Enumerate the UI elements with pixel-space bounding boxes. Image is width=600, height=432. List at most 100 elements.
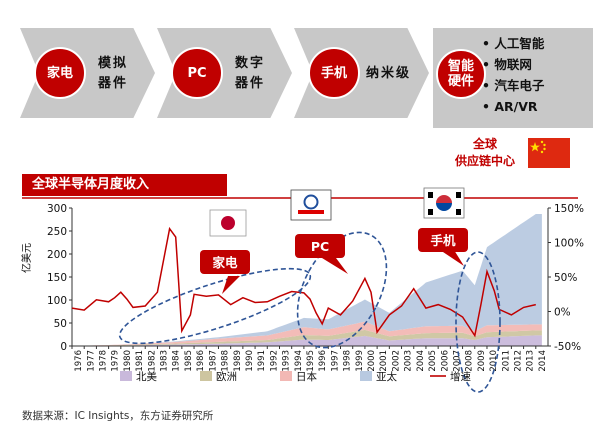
taiwan-flag-icon [290, 189, 332, 221]
legend-label: 欧洲 [216, 371, 237, 383]
korea-flag-top [436, 195, 452, 203]
x-tick-label: 1997 [330, 350, 340, 372]
y-tick-label: 300 [47, 203, 67, 215]
korea-flag-trigram [456, 209, 461, 215]
cycle-ellipse [455, 251, 501, 393]
stage-phone: 手机 纳米级 [294, 28, 429, 118]
x-tick-label: 1999 [355, 350, 365, 372]
x-tick-label: 1990 [245, 350, 255, 372]
korea-flag-bottom [436, 203, 452, 211]
korea-flag-trigram [428, 192, 433, 198]
cycle-ellipse [118, 267, 312, 345]
stage-text-line: 纳米级 [366, 66, 412, 81]
x-tick-label: 2002 [391, 350, 401, 372]
stage-text-phone: 纳米级 [366, 64, 411, 84]
cycle-ellipse [296, 231, 388, 349]
x-tick-label: 1982 [147, 350, 157, 372]
callout-pointer [440, 250, 464, 266]
x-tick-label: 1993 [282, 350, 292, 372]
korea-flag-trigram [428, 209, 433, 215]
x-tick-label: 1986 [196, 350, 206, 372]
y2-tick-label: 150% [554, 203, 584, 215]
x-tick-label: 2009 [477, 350, 487, 372]
x-tick-label: 1987 [208, 350, 218, 372]
callout-pc-box [295, 234, 345, 258]
x-tick-label: 1981 [135, 350, 145, 372]
taiwan-flag-emblem [303, 194, 319, 210]
chart-title: 全球半导体月度收入 [22, 174, 227, 196]
x-tick-label: 2007 [452, 350, 462, 372]
callout-appliance: 家电 [200, 250, 250, 274]
x-tick-label: 2012 [513, 350, 523, 372]
x-tick-label: 1995 [306, 350, 316, 372]
legend-label: 日本 [296, 370, 317, 383]
y2-tick-label: 100% [554, 238, 584, 250]
area-series-1 [72, 329, 542, 346]
x-tick-label: 2011 [501, 350, 511, 372]
x-tick-label: 2001 [379, 350, 389, 372]
legend-swatch [360, 371, 372, 381]
growth-line-group [71, 226, 536, 338]
y-tick-label: 150 [47, 272, 67, 284]
source-note: 数据来源：IC Insights，东方证券研究所 [22, 410, 214, 422]
annotations: 家电 PC 手机 [118, 187, 501, 393]
x-tick-label: 1976 [74, 350, 84, 372]
bullet-item: 汽车电子 [482, 75, 544, 96]
callout-pointer [222, 276, 240, 294]
x-tick-label: 1989 [233, 350, 243, 372]
x-tick-label: 1994 [294, 350, 304, 372]
japan-flag-icon [209, 209, 247, 237]
stage-circle-phone: 手机 [308, 47, 360, 99]
callout-phone-box [418, 228, 468, 252]
japan-flag-disc [221, 216, 235, 230]
x-tick-label: 1996 [318, 350, 328, 372]
korea-flag-icon [423, 187, 465, 219]
x-tick-label: 2000 [367, 350, 377, 372]
stage-text-pc: 数字 器件 [235, 54, 265, 94]
callout-appliance-box [200, 250, 250, 274]
y-tick-label: 100 [47, 295, 67, 307]
area-series-3 [72, 214, 542, 346]
callout-pointer [322, 258, 348, 274]
x-tick-label: 1998 [343, 350, 353, 372]
stage-text-line: 模拟 [98, 56, 129, 71]
x-tick-label: 2008 [465, 350, 475, 372]
legend-swatch [120, 371, 132, 381]
china-flag-icon [528, 138, 570, 168]
chart-legend: 北美 欧洲 日本 亚太 增速 [120, 370, 471, 383]
y-tick-label: 0 [60, 341, 67, 353]
x-tick-label: 1978 [99, 350, 109, 372]
legend-swatch [200, 371, 212, 381]
y-axis-label: 亿美元 [20, 243, 33, 273]
x-tick-label: 1992 [269, 350, 279, 372]
x-tick-label: 2014 [538, 350, 548, 372]
x-tick-label: 1977 [86, 350, 96, 372]
y2-tick-label: 0% [554, 307, 571, 319]
smart-hardware-bullets: 人工智能 物联网 汽车电子 AR/VR [482, 33, 544, 117]
legend-label: 增速 [450, 370, 471, 383]
y-tick-label: 200 [47, 249, 67, 261]
x-tick-label: 1988 [221, 350, 231, 372]
x-tick-label: 2004 [416, 350, 426, 372]
stage-appliance: 家电 模拟 器件 [20, 28, 155, 118]
legend-label: 亚太 [376, 370, 397, 383]
stage-text-line: 数字 [235, 56, 266, 71]
stage-pc: PC 数字 器件 [157, 28, 292, 118]
x-tick-label: 1979 [111, 350, 121, 372]
y2-tick-label: -50% [554, 341, 581, 353]
x-tick-label: 1984 [172, 350, 182, 372]
supply-chain-hub-label: 全球 供应链中心 [454, 137, 515, 168]
x-tick-label: 1980 [123, 350, 133, 372]
area-series-0 [72, 335, 542, 346]
y-tick-label: 50 [54, 318, 67, 330]
x-tick-label: 2005 [428, 350, 438, 372]
callout-phone-label: 手机 [430, 233, 456, 248]
stage-circle-pc: PC [171, 47, 223, 99]
growth-series-line [71, 226, 536, 338]
stage-circle-smart-hardware: 智能 硬件 [436, 49, 486, 99]
x-tick-label: 1983 [160, 350, 170, 372]
korea-flag-trigram [456, 192, 461, 198]
stacked-areas [72, 214, 542, 346]
stage-circle-appliance: 家电 [34, 47, 86, 99]
chart-axes: 0 50 100 150 200 250 300 -50% 0% 50% 100% 150% 亿美元 19… [20, 203, 584, 372]
